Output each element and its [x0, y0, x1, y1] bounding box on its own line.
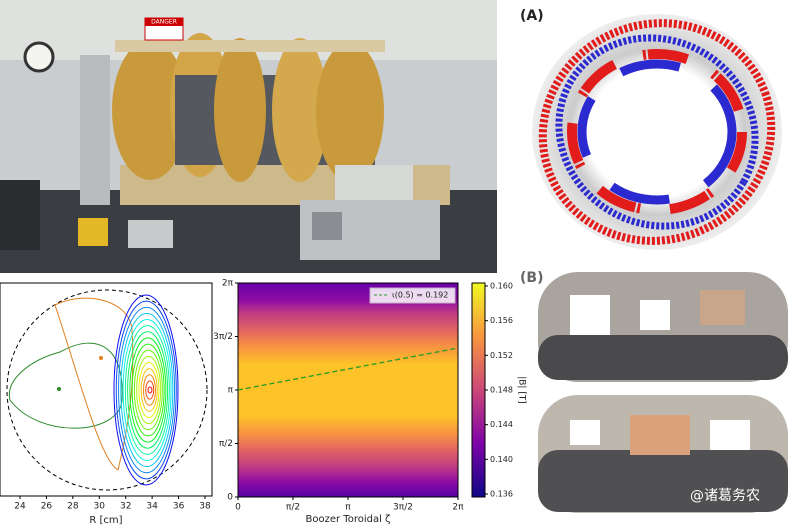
x-tick-label: 2π: [452, 503, 464, 513]
colorbar-label: |B| [T]: [517, 376, 527, 404]
x-tick-label: 3π/2: [393, 503, 413, 513]
y-tick-label: π: [228, 386, 234, 396]
legend-entry: ι(0.5) = 0.192: [392, 291, 448, 300]
colorbar-tick-label: 0.140: [490, 455, 513, 464]
x-axis-label: R [cm]: [89, 515, 122, 526]
contour: [122, 319, 172, 461]
x-tick-label: 0: [235, 503, 241, 513]
x-tick-label: π/2: [286, 503, 300, 513]
x-tick-label: 36: [173, 502, 185, 512]
contour: [147, 386, 153, 394]
field-map-plot: ι(0.5) = 0.192 Boozer Toroidal ζ |B| [T]…: [213, 279, 526, 526]
colorbar-tick-label: 0.160: [490, 282, 513, 291]
colorbar-tick-label: 0.148: [490, 386, 513, 395]
x-tick-label: 24: [14, 502, 26, 512]
contour: [131, 343, 165, 437]
contour: [115, 300, 177, 480]
contour: [129, 337, 167, 443]
contour: [120, 312, 174, 468]
x-tick-label: 28: [67, 502, 79, 512]
contour: [113, 294, 179, 486]
contour: [138, 361, 160, 419]
colorbar-tick-label: 0.152: [490, 351, 513, 360]
panel-b: (B) @诸葛务农: [520, 270, 788, 513]
contour: [142, 374, 156, 406]
contour: [136, 355, 162, 425]
watermark: @诸葛务农: [690, 488, 760, 504]
y-tick-label: 2π: [222, 279, 234, 289]
x-tick-label: 34: [146, 502, 158, 512]
panel-a: (A): [520, 8, 782, 250]
colorbar-tick-label: 0.156: [490, 316, 513, 325]
contour: [124, 325, 170, 455]
x-tick-label: 38: [199, 502, 211, 512]
y-tick-label: 3π/2: [213, 332, 233, 342]
y-tick-label: 0: [227, 493, 233, 503]
rotational-line: [237, 347, 459, 391]
panel-label: (A): [520, 8, 544, 24]
contour: [127, 331, 169, 449]
x-tick-label: 30: [94, 502, 106, 512]
contour: [140, 368, 158, 412]
contour: [118, 306, 176, 474]
sign-text: DANGER: [151, 19, 177, 26]
contour: [133, 349, 163, 431]
x-tick-label: 26: [41, 502, 53, 512]
x-tick-label: π: [345, 503, 351, 513]
colorbar-tick-label: 0.144: [490, 420, 513, 429]
x-tick-label: 32: [120, 502, 131, 512]
y-tick-label: π/2: [219, 439, 233, 449]
colorbar-tick-label: 0.136: [490, 490, 513, 499]
panel-label: (B): [520, 270, 543, 286]
contour: [145, 380, 155, 400]
cross-section-plot: R [cm] 24 26 28 30 32 34 36 38: [0, 282, 213, 526]
photo: DANGER: [0, 0, 497, 273]
x-axis-label: Boozer Toroidal ζ: [306, 514, 391, 525]
